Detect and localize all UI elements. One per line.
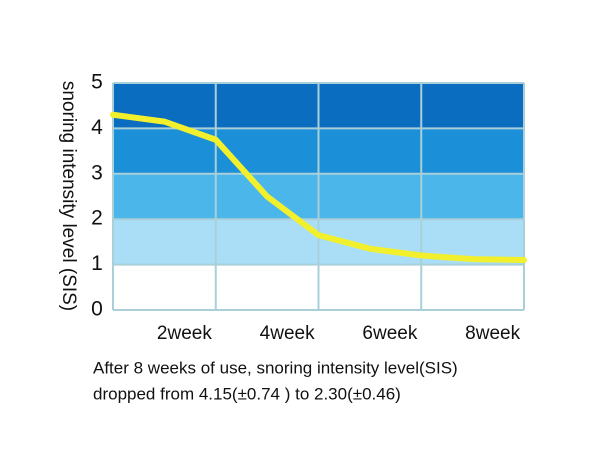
y-tick-label: 2	[91, 207, 103, 230]
x-tick-label: 8week	[465, 323, 520, 344]
x-tick-label: 2week	[157, 323, 212, 344]
y-axis-label: snoring intensity level (SIS)	[58, 81, 79, 311]
x-tick-label: 4week	[260, 323, 315, 344]
y-tick-label: 1	[91, 252, 103, 275]
y-tick-label: 3	[91, 161, 103, 184]
caption: After 8 weeks of use, snoring intensity …	[93, 358, 458, 377]
y-tick-label: 0	[91, 298, 103, 321]
line	[110, 111, 527, 264]
caption: dropped from 4.15(±0.74 ) to 2.30(±0.46)	[93, 384, 401, 403]
y-tick-label: 4	[91, 116, 103, 139]
x-tick-label: 6week	[362, 323, 417, 344]
y-tick-label: 5	[91, 71, 103, 94]
